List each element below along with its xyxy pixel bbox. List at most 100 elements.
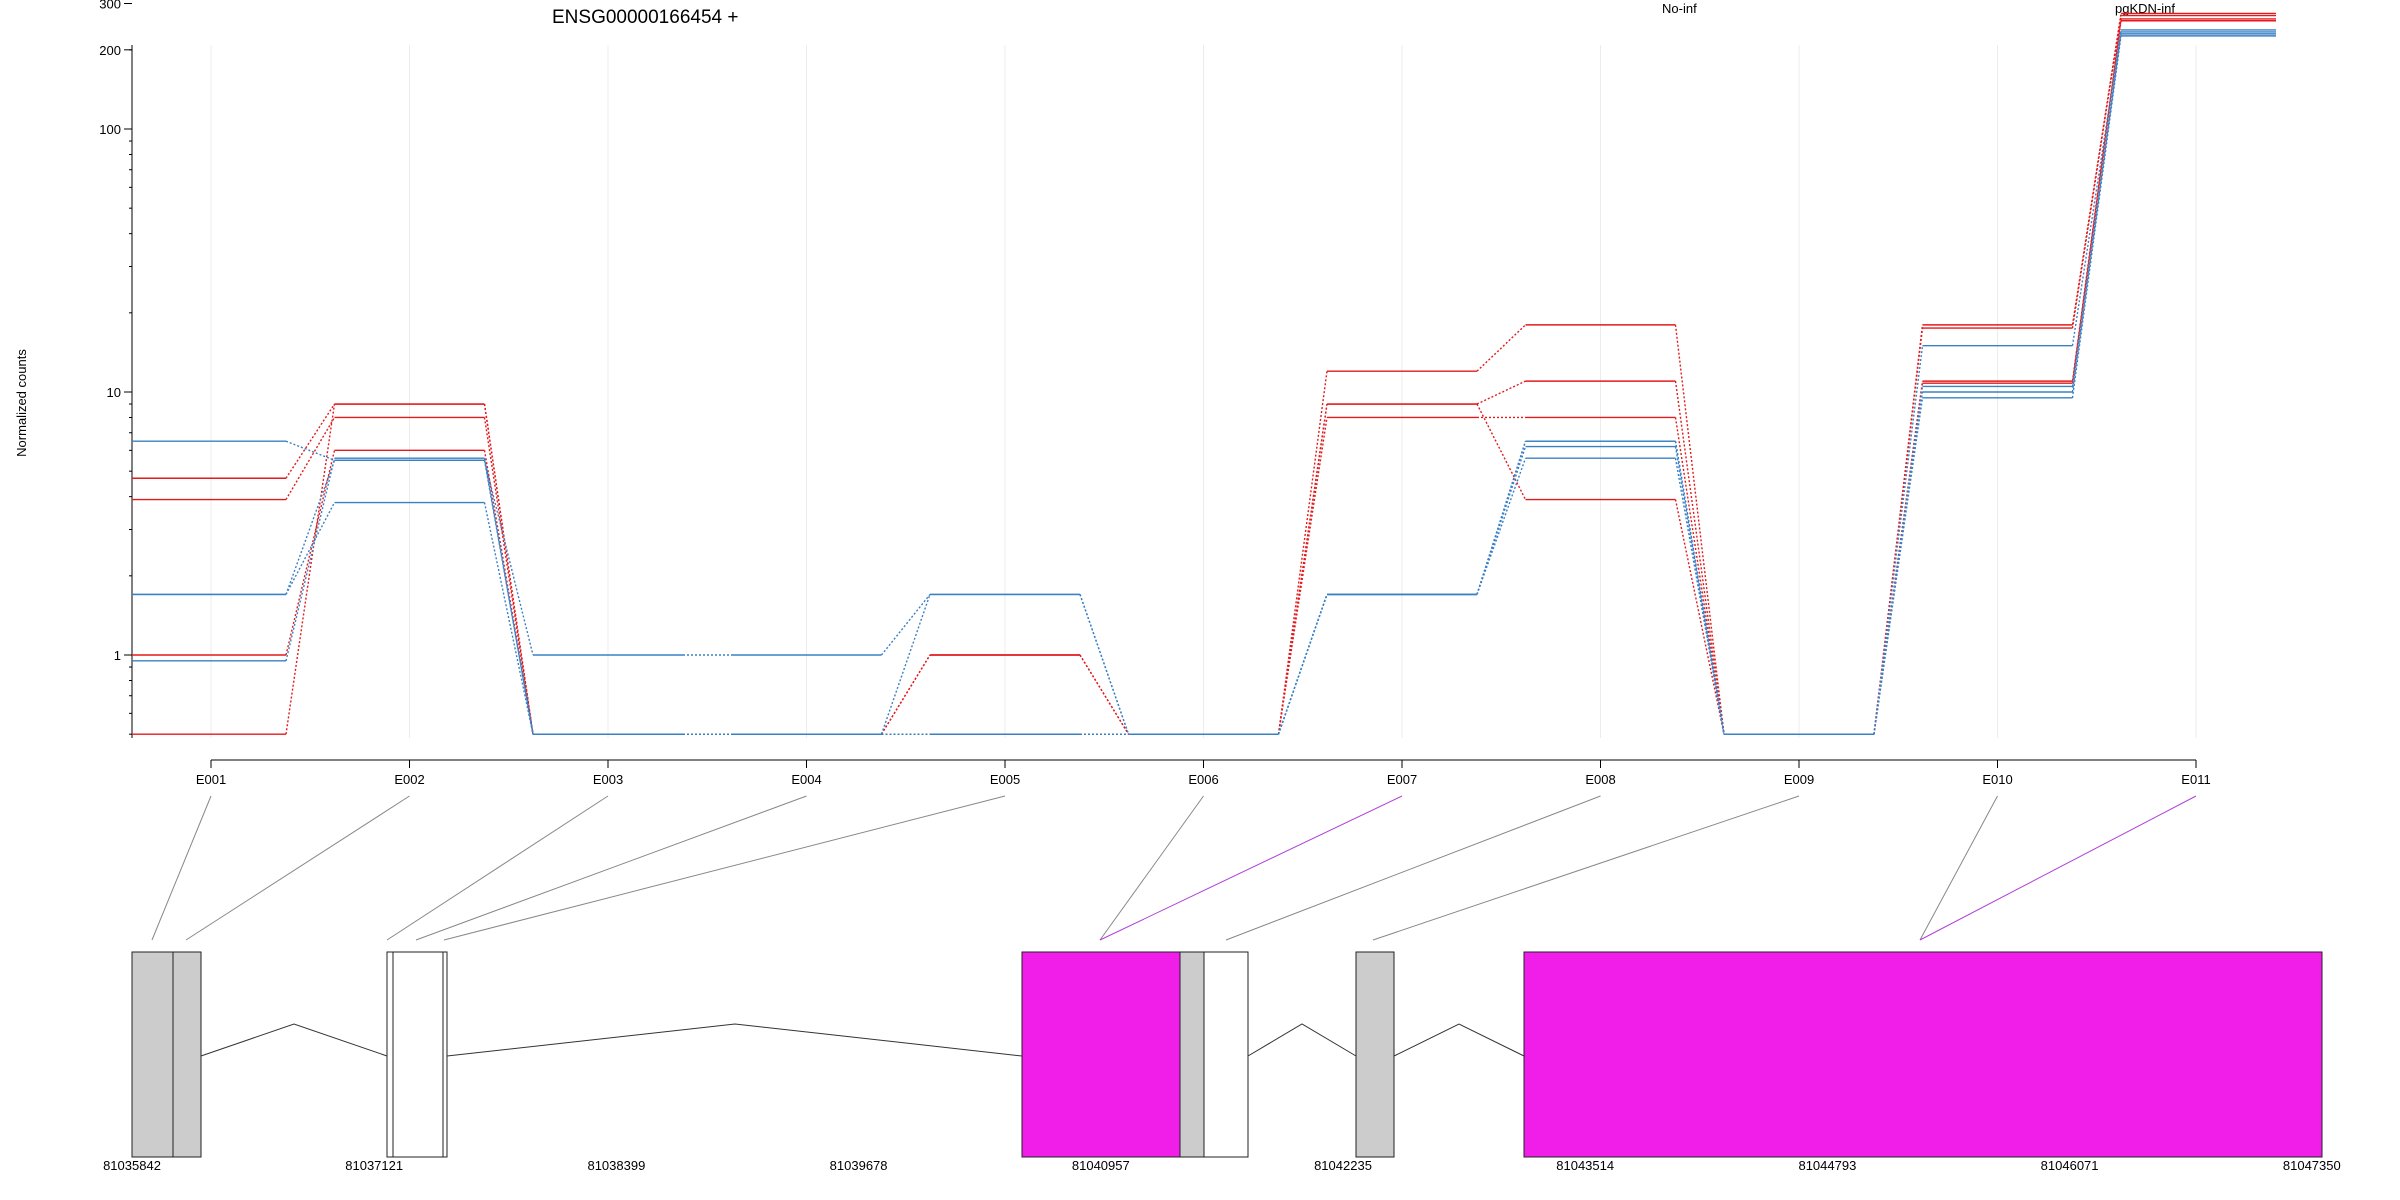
axes: 300 200 100 10 1 E001 E002 E003 E004 E005 E006 E007…: [99, 0, 2210, 787]
series-5-connector: [1674, 441, 1725, 735]
series-3-connector: [1277, 403, 1328, 735]
series-1-connector: [2071, 15, 2122, 329]
grid-lines: [210, 45, 2197, 738]
x-tick-label: E002: [394, 772, 424, 787]
exon-box: [1203, 951, 1249, 1158]
x-tick-label: E009: [1784, 772, 1814, 787]
series-lines: [132, 12, 2276, 735]
series-3-connector: [1674, 499, 1725, 735]
series-4-connector: [285, 440, 335, 461]
series-1-connector: [483, 417, 534, 735]
series-1-connector: [1476, 380, 1526, 405]
series-1-connector: [1277, 403, 1328, 735]
exon-box: [131, 951, 174, 1158]
intron-line: [1247, 1023, 1357, 1057]
series-7-connector: [1277, 594, 1328, 735]
legend-pgkdn-inf: pgKDN-inf: [2115, 1, 2175, 16]
series-1-connector: [285, 417, 336, 500]
legend-no-inf: No-inf: [1662, 1, 1697, 16]
series-0-connector: [1277, 371, 1328, 735]
exon-link-E007: [1099, 795, 1403, 941]
x-tick-label: E011: [2181, 772, 2210, 787]
series-6-connector: [285, 502, 336, 595]
genomic-coordinate-label: 81038399: [587, 1158, 645, 1173]
series-3-connector: [483, 403, 534, 735]
exon-box: [1179, 951, 1205, 1158]
x-tick-label: E008: [1585, 772, 1615, 787]
x-tick-label: E005: [990, 772, 1020, 787]
x-tick-label: E001: [196, 772, 226, 787]
y-axis-label: Normalized counts: [14, 349, 29, 457]
series-5-connector: [1079, 594, 1130, 735]
series-5-connector: [1476, 440, 1527, 595]
genomic-coordinate-label: 81035842: [103, 1158, 161, 1173]
series-7-connector: [285, 458, 336, 662]
series-1-connector: [1079, 654, 1130, 735]
series-4-connector: [880, 593, 931, 656]
series-2-connector: [1674, 417, 1725, 735]
exon-box: [1523, 951, 2323, 1158]
x-tick-label: E006: [1188, 772, 1218, 787]
series-5-connector: [880, 594, 931, 735]
series-7-connector: [1674, 446, 1725, 735]
x-tick-label: E010: [1982, 772, 2012, 787]
exon-link-E006: [1099, 795, 1204, 941]
exon-box: [172, 951, 202, 1158]
series-1-connector: [1674, 381, 1725, 735]
exon-box: [442, 951, 448, 1158]
x-tick-label: E007: [1387, 772, 1417, 787]
exon-link-E003: [386, 795, 609, 941]
x-tick-label: E003: [593, 772, 623, 787]
gene-model: 81035842 81037121 81038399 81039678 81040957…: [103, 951, 2341, 1173]
genomic-coordinate-label: 81043514: [1556, 1158, 1614, 1173]
genomic-coordinate-label: 81044793: [1798, 1158, 1856, 1173]
exon-link-E009: [1372, 795, 1800, 941]
y-tick-label: 10: [107, 385, 121, 400]
series-2-connector: [285, 450, 336, 656]
series-4-connector: [1873, 345, 1924, 735]
y-tick-label: 300: [99, 0, 121, 12]
intron-line: [1393, 1023, 1525, 1057]
series-0-connector: [285, 403, 336, 479]
genomic-coordinate-label: 81047350: [2283, 1158, 2341, 1173]
exon-box: [386, 951, 394, 1158]
exon-link-lines: [151, 795, 2197, 941]
series-5-connector: [285, 460, 336, 595]
genomic-coordinate-label: 81046071: [2041, 1158, 2099, 1173]
series-4-connector: [2071, 29, 2122, 346]
genomic-coordinate-label: 81037121: [345, 1158, 403, 1173]
genomic-coordinate-label: 81039678: [830, 1158, 888, 1173]
series-3-connector: [1476, 403, 1527, 500]
series-0-connector: [1674, 324, 1725, 735]
series-6-connector: [483, 502, 534, 735]
genomic-coordinate-label: 81040957: [1072, 1158, 1130, 1173]
x-tick-label: E004: [791, 772, 821, 787]
exon-link-E010: [1919, 795, 1998, 941]
exon-link-E001: [151, 795, 212, 941]
y-tick-label: 200: [99, 43, 121, 58]
chart-title: ENSG00000166454 +: [552, 7, 738, 28]
y-tick-label: 1: [114, 648, 121, 663]
series-7-connector: [1476, 446, 1527, 595]
y-tick-label: 100: [99, 122, 121, 137]
intron-line: [200, 1023, 388, 1057]
exon-box: [392, 951, 444, 1158]
exon-box: [1021, 951, 1181, 1158]
intron-line: [446, 1023, 1023, 1057]
series-3-connector: [285, 403, 336, 735]
series-4-connector: [483, 460, 534, 656]
series-7-connector: [483, 458, 534, 735]
series-7-connector: [2071, 33, 2122, 387]
exon-link-E005: [443, 795, 1006, 941]
series-7-connector: [1873, 386, 1924, 735]
exon-box: [1355, 951, 1395, 1158]
exon-link-E008: [1225, 795, 1601, 941]
series-0-connector: [483, 403, 534, 735]
genomic-coordinate-label: 81042235: [1314, 1158, 1372, 1173]
series-1-connector: [880, 654, 931, 735]
exon-link-E002: [185, 795, 410, 941]
exon-link-E004: [415, 795, 807, 941]
exon-link-E011: [1919, 795, 2197, 941]
series-0-connector: [1476, 324, 1526, 372]
